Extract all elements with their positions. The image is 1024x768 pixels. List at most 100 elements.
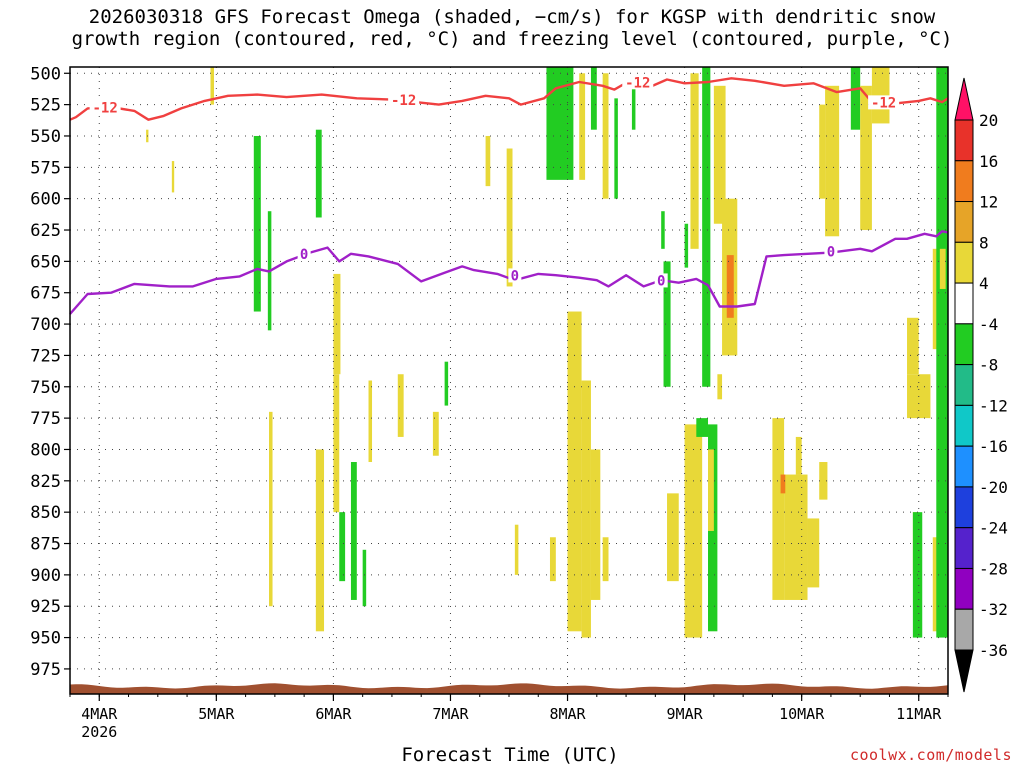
contours: -12 -12 -12 -12 0 0 0 0 xyxy=(69,75,949,315)
colorbar-label: -16 xyxy=(979,437,1008,456)
y-tick-label: 875 xyxy=(30,535,61,555)
colorbar-swatch xyxy=(954,567,974,610)
colorbar-swatch xyxy=(954,527,974,569)
shade-region xyxy=(663,261,671,387)
contour-label-bg xyxy=(824,244,838,259)
colorbar-label: -36 xyxy=(979,641,1008,660)
x-tick-label: 11MAR xyxy=(896,705,942,723)
y-tick-label: 825 xyxy=(30,472,61,492)
y-tick-label: 775 xyxy=(30,409,61,429)
colorbar-swatch xyxy=(954,608,974,651)
shade-region xyxy=(590,67,597,130)
shade-region xyxy=(514,524,519,575)
shade-region xyxy=(690,73,699,249)
shade-region xyxy=(368,380,373,463)
colorbar-swatch xyxy=(954,201,974,243)
shade-region xyxy=(581,380,591,638)
y-tick-label: 650 xyxy=(30,252,61,272)
y-tick-label: 675 xyxy=(30,284,61,304)
shade-region xyxy=(696,418,709,437)
y-tick-label: 700 xyxy=(30,315,61,335)
colorbar-label: -32 xyxy=(979,600,1008,619)
x-tick-sublabel: 2026 xyxy=(81,723,117,741)
colorbar-label: 8 xyxy=(979,233,989,252)
colorbar-swatch xyxy=(954,404,974,447)
y-tick-label: 725 xyxy=(30,346,61,366)
contour-label-bg xyxy=(297,247,311,262)
shade-region xyxy=(772,418,785,600)
y-tick-label: 950 xyxy=(30,629,61,649)
contour-label: -12 xyxy=(625,75,650,91)
colorbar-top-arrow xyxy=(954,77,974,121)
colorbar-swatch xyxy=(954,323,974,366)
shade-region xyxy=(708,449,714,531)
axes: 500 525 550 575 600 625 650 675 700 725 750 775 800 8… xyxy=(30,64,949,741)
y-tick-label: 550 xyxy=(30,127,61,147)
colorbar-swatch xyxy=(954,364,974,406)
shade-region xyxy=(667,493,679,582)
shade-region xyxy=(807,518,820,588)
site-credit: coolwx.com/models xyxy=(849,746,1012,764)
y-tick-label: 600 xyxy=(30,190,61,210)
shade-region xyxy=(432,411,439,456)
shade-region xyxy=(579,73,586,180)
colorbar-label: -8 xyxy=(979,356,998,375)
y-tick-label: 525 xyxy=(30,96,61,116)
shade-region xyxy=(333,374,340,513)
colorbar: 20 16 12 8 4 -4 -8 -12 -16 -20 -24 -28 -32 -36 xyxy=(954,77,1008,693)
y-tick-label: 500 xyxy=(30,64,61,84)
colorbar-label: -28 xyxy=(979,559,1008,578)
shade-region xyxy=(860,85,872,231)
shade-region xyxy=(780,474,786,494)
shade-region xyxy=(907,317,919,375)
shade-region xyxy=(269,411,273,607)
colorbar-label: -24 xyxy=(979,519,1008,538)
dgz-minus12-contour xyxy=(69,77,949,121)
shade-region xyxy=(171,161,175,193)
shade-region xyxy=(602,537,609,582)
y-tick-label: 925 xyxy=(30,597,61,617)
y-tick-label: 625 xyxy=(30,221,61,241)
y-tick-label: 750 xyxy=(30,378,61,398)
y-tick-label: 900 xyxy=(30,566,61,586)
contour-label-bg xyxy=(654,273,668,288)
contour-label: -12 xyxy=(391,93,416,109)
shade-region xyxy=(362,549,367,607)
contour-label-bg xyxy=(89,100,121,115)
chart-title: 2026030318 GFS Forecast Omega (shaded, −… xyxy=(0,6,1024,50)
shade-region xyxy=(315,129,322,218)
colorbar-swatch xyxy=(954,160,974,203)
shade-region xyxy=(939,248,946,289)
colorbar-label: -12 xyxy=(979,396,1008,415)
shade-region xyxy=(819,104,826,199)
contour-label: 0 xyxy=(511,268,519,284)
terrain xyxy=(70,683,948,694)
colorbar-label: 12 xyxy=(979,193,998,212)
y-tick-label: 975 xyxy=(30,660,61,680)
contour-label: 0 xyxy=(300,247,308,263)
y-tick-label: 575 xyxy=(30,158,61,178)
chart-title-line-1: 2026030318 GFS Forecast Omega (shaded, −… xyxy=(88,6,936,28)
shade-region xyxy=(631,79,636,130)
contour-label: 0 xyxy=(657,273,665,289)
shade-region xyxy=(590,449,601,600)
x-tick-label: 7MAR xyxy=(432,705,469,723)
colorbar-label: 20 xyxy=(979,111,998,130)
shade-region xyxy=(932,248,939,350)
chart-title-line-2: growth region (contoured, red, °C) and f… xyxy=(71,28,953,50)
shade-region xyxy=(713,85,726,224)
shade-region xyxy=(397,374,404,437)
shade-region xyxy=(825,85,840,237)
x-tick-label: 4MAR xyxy=(81,705,118,723)
colorbar-label: 16 xyxy=(979,152,998,171)
shade-region xyxy=(339,512,346,582)
shade-region xyxy=(614,98,618,199)
colorbar-swatch xyxy=(954,486,974,529)
colorbar-label: -20 xyxy=(979,478,1008,497)
contour-label-bg xyxy=(388,92,420,107)
shade-region xyxy=(350,462,357,600)
x-tick-label: 10MAR xyxy=(779,705,825,723)
colorbar-label: 4 xyxy=(979,274,989,293)
contour-label: -12 xyxy=(92,100,117,116)
